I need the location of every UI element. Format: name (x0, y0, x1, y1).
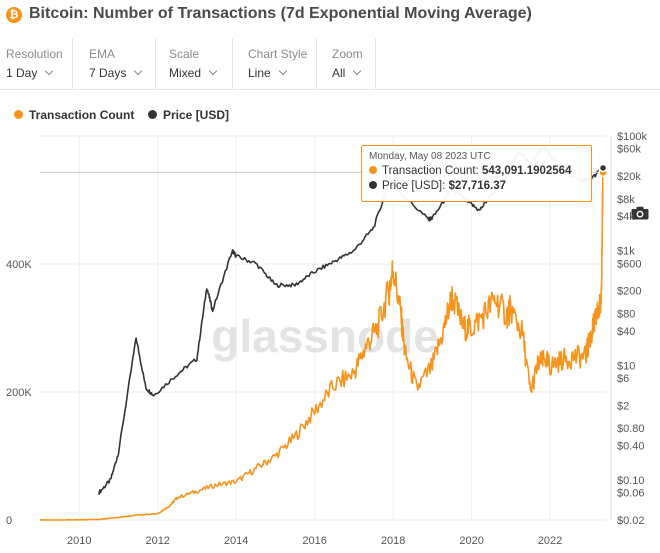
chevron-down-icon (353, 66, 362, 76)
chart-style-value: Line (248, 66, 271, 80)
right-tick-label: $0.02 (617, 515, 645, 527)
ema-control[interactable]: EMA 7 Days (83, 38, 156, 90)
chevron-down-icon (45, 66, 54, 76)
scale-label: Scale (169, 47, 200, 61)
right-axis: $100k$60k$20k$8k$4k$1k$600$200$80$40$10$… (617, 131, 647, 527)
chart-area: glassnode 0 200K 400K $100k $60k $20k $8k $4k $… (0, 130, 660, 553)
right-tick-label: $200 (617, 286, 641, 298)
right-tick-label: $600 (617, 258, 641, 270)
tooltip-count-label: Transaction Count: (382, 165, 479, 177)
left-axis: 0 200K 400K (6, 259, 32, 527)
camera-icon[interactable] (631, 206, 649, 220)
x-tick-label: 2014 (224, 535, 248, 547)
right-tick-label: $4k (617, 211, 635, 223)
x-axis: 2010 2012 2014 2016 2018 2020 2022 (67, 535, 562, 547)
resolution-label: Resolution (6, 47, 63, 61)
page-title: Bitcoin: Number of Transactions (7d Expo… (29, 5, 532, 22)
left-tick-label: 0 (6, 515, 12, 527)
chart-controls: Resolution 1 Day EMA 7 Days Scale Mixed … (0, 38, 660, 90)
left-tick-label: 400K (6, 259, 32, 271)
right-tick-label: $0.40 (617, 440, 645, 452)
series-line-transaction-count (39, 165, 604, 521)
chart-tooltip: Monday, May 08 2023 UTC Transaction Coun… (361, 145, 592, 202)
ema-dropdown[interactable]: 7 Days (89, 66, 143, 80)
right-tick-label: $0.80 (617, 423, 645, 435)
tooltip-price-value: $27,716.37 (448, 180, 507, 192)
right-tick-label: $80 (617, 309, 635, 321)
price-marker (598, 163, 608, 173)
chart-style-dropdown[interactable]: Line (248, 66, 287, 80)
tooltip-price-label: Price [USD]: (382, 180, 446, 192)
right-tick-label: $20k (617, 171, 641, 183)
right-tick-label: $1k (617, 246, 635, 258)
chart-style-label: Chart Style (248, 47, 308, 61)
scale-value: Mixed (169, 66, 202, 80)
zoom-dropdown[interactable]: All (332, 66, 362, 80)
right-tick-label: $100k (617, 131, 647, 143)
right-tick-label: $60k (617, 144, 641, 156)
x-tick-label: 2020 (459, 535, 483, 547)
x-tick-label: 2010 (67, 535, 91, 547)
scale-dropdown[interactable]: Mixed (169, 66, 218, 80)
scale-control[interactable]: Scale Mixed (163, 38, 233, 90)
right-tick-label: $6 (617, 373, 629, 385)
zoom-control[interactable]: Zoom All (326, 38, 376, 90)
legend-swatch (14, 110, 23, 119)
tooltip-count-value: 543,091.1902564 (481, 165, 572, 177)
ema-label: EMA (89, 47, 116, 61)
tooltip-row-price: Price [USD]: $27,716.37 (369, 180, 584, 192)
x-tick-label: 2018 (381, 535, 405, 547)
right-tick-label: $2 (617, 400, 629, 412)
legend-swatch (148, 110, 157, 119)
right-tick-label: $8k (617, 194, 635, 206)
resolution-dropdown[interactable]: 1 Day (6, 66, 54, 80)
chevron-down-icon (134, 66, 143, 76)
tooltip-row-count: Transaction Count: 543,091.1902564 (369, 165, 584, 177)
zoom-label: Zoom (332, 47, 363, 61)
right-tick-label: $0.10 (617, 475, 645, 487)
x-tick-label: 2022 (538, 535, 562, 547)
grid (40, 135, 612, 521)
legend-item-price[interactable]: Price [USD] (148, 108, 229, 122)
tooltip-dot (369, 181, 377, 189)
ema-value: 7 Days (89, 66, 127, 80)
bitcoin-icon: ₿ (6, 7, 22, 23)
zoom-value: All (332, 66, 346, 80)
chart-legend: Transaction Count Price [USD] (0, 100, 660, 220)
tooltip-dot (369, 166, 377, 174)
resolution-value: 1 Day (6, 66, 38, 80)
right-tick-label: $10 (617, 360, 635, 372)
tooltip-date: Monday, May 08 2023 UTC (369, 151, 491, 162)
legend-label: Transaction Count (29, 108, 135, 122)
x-tick-label: 2016 (302, 535, 326, 547)
legend-label: Price [USD] (163, 108, 230, 122)
left-tick-label: 200K (6, 387, 32, 399)
chart-style-control[interactable]: Chart Style Line (242, 38, 317, 90)
chevron-down-icon (278, 66, 287, 76)
resolution-control[interactable]: Resolution 1 Day (0, 38, 73, 90)
right-tick-label: $40 (617, 326, 635, 338)
right-tick-label: $0.06 (617, 488, 645, 500)
x-tick-label: 2012 (145, 535, 169, 547)
chevron-down-icon (208, 66, 218, 76)
legend-item-transaction-count[interactable]: Transaction Count (14, 108, 134, 122)
title-bar: ₿ Bitcoin: Number of Transactions (7d Ex… (0, 0, 660, 32)
